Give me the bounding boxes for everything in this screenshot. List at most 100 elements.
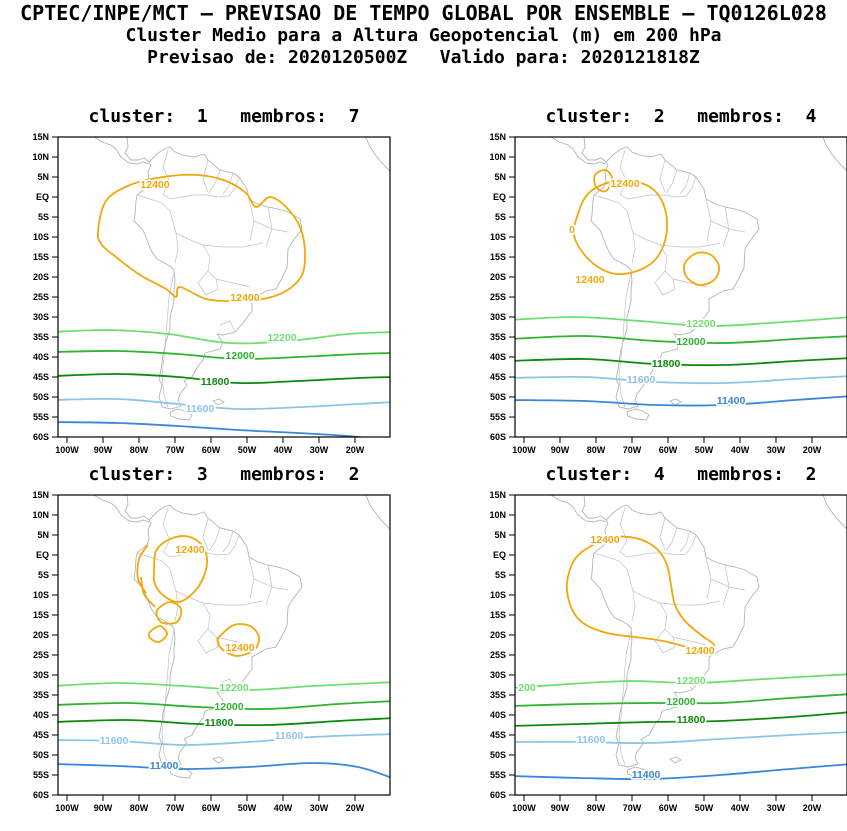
country-border <box>619 551 687 558</box>
country-border <box>174 232 179 264</box>
contour-label-12200: 12200 <box>219 682 248 694</box>
lat-axis-label: 20S <box>490 630 506 640</box>
lat-axis-label: 35S <box>490 690 506 700</box>
lat-axis-label: 15S <box>490 252 506 262</box>
lon-axis-label: 40W <box>274 803 293 813</box>
country-border <box>253 578 289 591</box>
lon-axis-label: 70W <box>623 445 642 455</box>
lat-axis-label: 15N <box>489 132 506 142</box>
contour-11800 <box>515 357 847 367</box>
contour-12400 <box>96 173 307 302</box>
lat-axis-label: 35S <box>490 332 506 342</box>
country-border <box>197 270 219 296</box>
lat-axis-label: 30S <box>33 670 49 680</box>
contour-12000 <box>58 350 390 360</box>
coastline <box>581 495 607 521</box>
lat-axis-label: 5S <box>495 212 506 222</box>
contour-12400 <box>572 179 668 276</box>
lat-axis-label: 15S <box>490 610 506 620</box>
lat-axis-label: 10N <box>489 510 506 520</box>
coastline <box>590 146 760 410</box>
lat-axis-label: 5S <box>495 570 506 580</box>
contour-label-11600: 11600 <box>627 374 656 386</box>
country-border <box>685 534 697 555</box>
coastline <box>124 495 150 521</box>
lat-axis-label: 40S <box>33 710 49 720</box>
lat-axis-label: 5N <box>494 530 506 540</box>
country-border <box>626 210 661 246</box>
title-line-1: CPTEC/INPE/MCT — PREVISAO DE TEMPO GLOBA… <box>20 1 827 25</box>
country-border <box>619 507 628 553</box>
lat-axis-label: 5N <box>494 172 506 182</box>
panel-1: cluster: 1 membros: 7 12200 12000 11800 1160… <box>24 104 404 464</box>
country-border <box>202 517 209 551</box>
country-border <box>659 159 666 193</box>
contour-label-11600: 11600 <box>275 730 304 742</box>
lon-axis-label: 70W <box>623 803 642 813</box>
contour-label-11800: 11800 <box>652 358 681 370</box>
lat-axis-label: 55S <box>490 412 506 422</box>
lon-axis-label: 50W <box>238 803 257 813</box>
country-border <box>659 517 666 551</box>
lat-axis-label: 40S <box>490 352 506 362</box>
contour-11400 <box>515 763 847 781</box>
lon-axis-label: 100W <box>512 803 536 813</box>
country-border <box>202 159 209 193</box>
map-frame <box>514 136 847 438</box>
coastline <box>169 766 193 779</box>
contour-label-12200: 12200 <box>686 318 715 330</box>
coastline <box>93 495 150 523</box>
lat-axis-label: 45S <box>33 372 49 382</box>
country-border <box>202 600 264 606</box>
lon-axis-label: 30W <box>767 445 786 455</box>
country-border <box>593 552 628 570</box>
contour-label-12200: 12200 <box>676 675 705 687</box>
coastline <box>822 137 847 172</box>
contour-label-12400: 12400 <box>590 534 619 546</box>
lon-axis-label: 20W <box>346 803 365 813</box>
contour-12400 <box>683 251 720 287</box>
country-border <box>202 242 264 248</box>
lat-axis-label: 40S <box>33 352 49 362</box>
lon-axis-label: 40W <box>731 445 750 455</box>
coastline <box>550 495 607 523</box>
panel-3: cluster: 3 membros: 2 12200 12000 11800 1160… <box>24 462 404 822</box>
map-frame <box>57 136 391 438</box>
lon-axis-label: 50W <box>238 445 257 455</box>
lon-axis-label: 90W <box>94 445 113 455</box>
panel-4-title: cluster: 4 membros: 2 <box>545 464 817 485</box>
contour-label-12000: 12000 <box>676 336 705 348</box>
contour-label-11600: 11600 <box>577 734 606 746</box>
lon-axis-label: 20W <box>346 445 365 455</box>
contour-12000 <box>515 335 847 344</box>
lat-axis-label: EQ <box>36 192 49 202</box>
contour-label-11800: 11800 <box>201 376 230 388</box>
lon-axis-label: 80W <box>130 445 149 455</box>
country-border <box>219 320 236 333</box>
contour-label-12200: 200 <box>518 682 536 694</box>
lat-axis-label: 20S <box>490 272 506 282</box>
lon-axis-label: 80W <box>130 803 149 813</box>
country-border <box>618 272 632 408</box>
lat-axis-label: 50S <box>33 392 49 402</box>
contour-11600 <box>58 397 390 410</box>
lat-axis-label: 5S <box>38 212 49 222</box>
country-border <box>659 244 674 280</box>
country-border <box>215 278 251 288</box>
lat-axis-label: 55S <box>33 770 49 780</box>
country-border <box>215 636 251 646</box>
country-border <box>593 194 628 212</box>
lat-axis-label: 60S <box>490 790 506 800</box>
contour-12400 <box>216 623 261 657</box>
chart-header: CPTEC/INPE/MCT — PREVISAO DE TEMPO GLOBA… <box>0 0 847 69</box>
lat-axis-label: 10S <box>490 590 506 600</box>
contour-label-11600: 11600 <box>100 735 129 747</box>
contour-11800 <box>515 711 847 727</box>
country-border <box>208 527 221 552</box>
lon-axis-label: 80W <box>587 445 606 455</box>
contour-label-12400: 12400 <box>140 179 169 191</box>
contour-label-11400: 11400 <box>717 395 746 407</box>
lat-axis-label: 45S <box>33 730 49 740</box>
country-border <box>685 176 697 197</box>
country-border <box>679 172 691 195</box>
